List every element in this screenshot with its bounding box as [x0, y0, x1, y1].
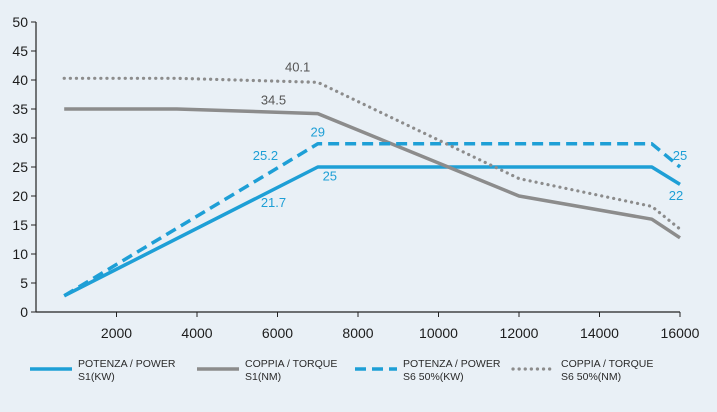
data-label: 40.1	[285, 59, 310, 74]
x-tick-label: 6000	[262, 325, 293, 341]
y-tick-label: 5	[20, 275, 28, 291]
series-layer	[62, 76, 682, 298]
data-label: 29	[311, 124, 325, 139]
y-tick-label: 40	[12, 72, 28, 88]
data-label: 25	[323, 168, 337, 183]
y-tick-label: 15	[12, 217, 28, 233]
legend-label: S6 50%(NM)	[561, 371, 621, 383]
y-tick-label: 30	[12, 130, 28, 146]
legend-label: POTENZA / POWER	[403, 358, 501, 370]
data-label: 25	[673, 148, 687, 163]
data-label: 22	[669, 188, 683, 203]
legend-label: COPPIA / TORQUE	[245, 358, 337, 370]
data-label: 25.2	[253, 148, 278, 163]
data-labels: 40.1 34.5 29 25.2 25 21.7 25 22	[253, 59, 687, 210]
chart-axes: 0 5 10 15 20 25 30 35 40 45 50 2000 4000 6000 8000 1000…	[12, 14, 699, 341]
y-tick-label: 0	[20, 304, 28, 320]
y-tick-label: 50	[12, 14, 28, 30]
x-tick-label: 12000	[500, 325, 539, 341]
legend-label: S6 50%(KW)	[403, 371, 464, 383]
x-tick-label: 14000	[580, 325, 619, 341]
data-label: 21.7	[261, 195, 286, 210]
legend-label: POTENZA / POWER	[78, 358, 176, 370]
series-line-0	[63, 165, 681, 298]
y-tick-label: 20	[12, 188, 28, 204]
legend-label: S1(KW)	[78, 371, 115, 383]
x-tick-label: 8000	[342, 325, 373, 341]
y-tick-label: 10	[12, 246, 28, 262]
x-tick-label: 16000	[661, 325, 700, 341]
legend-label: COPPIA / TORQUE	[561, 358, 653, 370]
y-tick-label: 35	[12, 101, 28, 117]
legend-label: S1(NM)	[245, 371, 281, 383]
x-tick-label: 2000	[101, 325, 132, 341]
x-tick-label: 4000	[181, 325, 212, 341]
series-line-2	[63, 142, 682, 298]
x-tick-label: 10000	[419, 325, 458, 341]
data-label: 34.5	[261, 92, 286, 107]
y-tick-label: 45	[12, 43, 28, 59]
y-tick-label: 25	[12, 159, 28, 175]
series-line-1	[64, 107, 681, 240]
series-line-3	[62, 76, 682, 231]
